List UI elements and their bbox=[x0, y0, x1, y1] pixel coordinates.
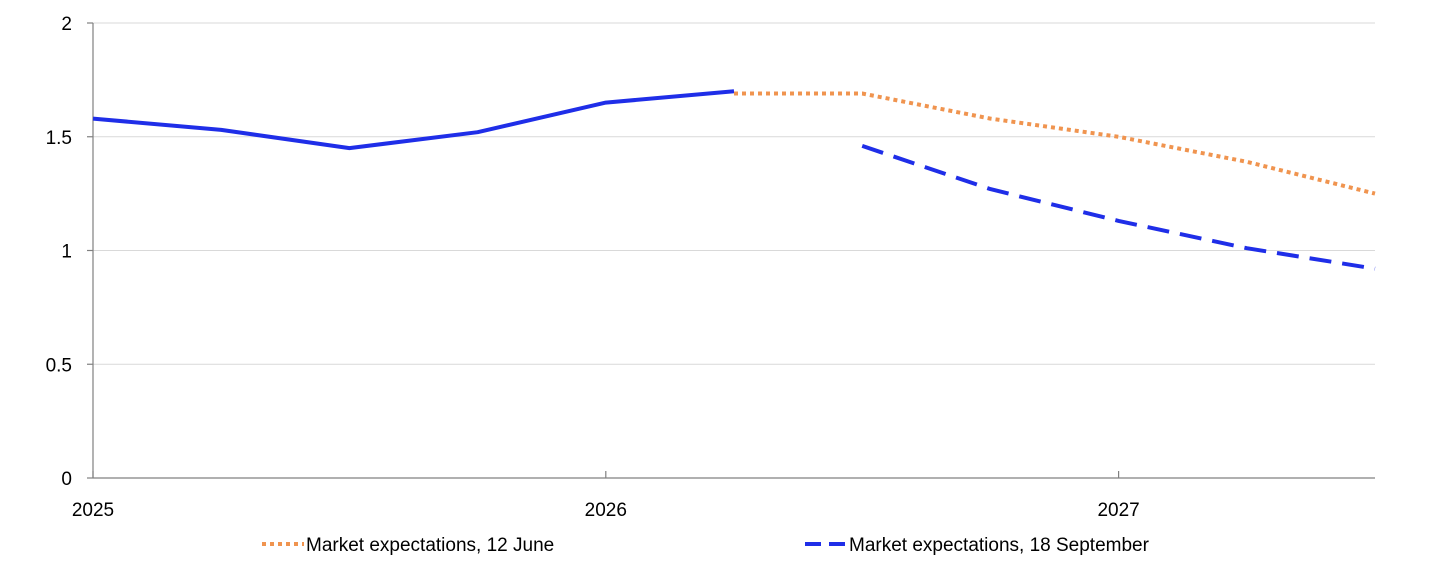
gridlines bbox=[93, 22, 1375, 365]
legend-item-september: Market expectations, 18 September bbox=[805, 535, 1150, 556]
axes bbox=[87, 22, 1375, 479]
series-lines bbox=[92, 89, 1376, 271]
y-tick-label-1: 0.5 bbox=[46, 355, 72, 376]
tick-labels: 0 0.5 1 1.5 2 2025 2026 2027 bbox=[46, 14, 1140, 521]
y-tick-label-3: 1.5 bbox=[46, 128, 72, 149]
series-line-september bbox=[861, 144, 1376, 271]
y-tick-label-2: 1 bbox=[61, 242, 72, 263]
series-line-june bbox=[734, 91, 1376, 196]
x-tick-label-2: 2027 bbox=[1097, 500, 1139, 521]
legend-item-june: Market expectations, 12 June bbox=[262, 535, 554, 556]
series-actual bbox=[92, 89, 735, 151]
series-line-actual bbox=[92, 89, 735, 151]
legend-label-september: Market expectations, 18 September bbox=[849, 535, 1150, 556]
series-june bbox=[734, 91, 1376, 196]
y-tick-label-0: 0 bbox=[61, 469, 72, 490]
x-tick-label-1: 2026 bbox=[585, 500, 627, 521]
y-tick-label-4: 2 bbox=[61, 14, 72, 35]
x-tick-label-0: 2025 bbox=[72, 500, 114, 521]
legend: Market expectations, 12 June Market expec… bbox=[262, 535, 1150, 556]
legend-label-june: Market expectations, 12 June bbox=[306, 535, 554, 556]
series-september bbox=[861, 144, 1376, 271]
